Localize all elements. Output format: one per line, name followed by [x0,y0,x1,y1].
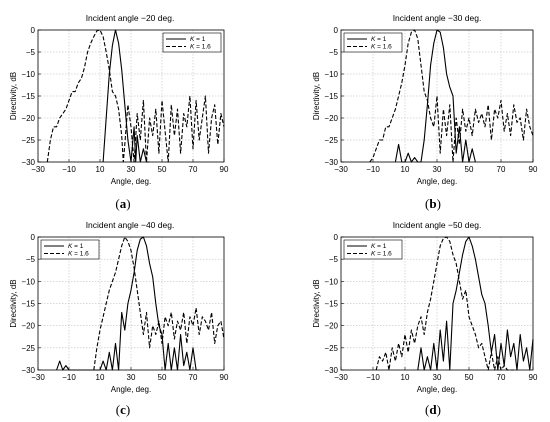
y-axis-label: Directivity, dB [312,72,321,120]
x-tick-label: −10 [62,373,76,382]
x-tick-label: 70 [189,373,198,382]
y-tick-label: 0 [31,26,36,35]
series-line-k-1-6 [93,236,225,371]
caption-c: (c) [115,402,131,417]
chart-panel-b: Incident angle −30 deg. −30 −10 10 30 50 70 90 0… [300,0,550,195]
x-tick-label: 50 [465,165,474,174]
y-tick-label: −5 [26,255,36,264]
legend: K = 1K = 1.6 [343,32,403,53]
y-tick-label: −10 [324,277,338,286]
chart-title: Incident angle −20 deg. [86,13,175,23]
legend-box [343,239,403,260]
y-tick-label: −15 [21,300,35,309]
y-tick-label: 0 [334,26,339,35]
caption-d: (d) [425,402,441,417]
y-tick-label: −25 [324,344,338,353]
chart-title: Incident angle −40 deg. [86,220,175,230]
x-tick-label: −10 [62,165,76,174]
legend: K = 1K = 1.6 [343,239,403,260]
x-tick-label: 90 [529,165,538,174]
legend-box [40,239,100,260]
y-axis-label: Directivity, dB [9,72,18,120]
x-tick-label: −30 [334,165,348,174]
y-tick-label: −20 [324,114,338,123]
y-tick-label: −5 [26,48,36,57]
x-axis-label: Angle, deg. [111,385,151,394]
y-tick-label: −30 [324,158,338,167]
y-tick-label: −5 [329,255,339,264]
x-tick-label: 90 [220,373,229,382]
series-line-k-1 [394,29,476,163]
y-axis-label: Directivity, dB [312,279,321,327]
y-tick-label: −10 [324,70,338,79]
y-tick-label: −25 [21,136,35,145]
y-tick-label: −25 [21,344,35,353]
x-tick-label: 10 [96,165,105,174]
x-tick-label: −30 [334,373,348,382]
legend: K = 1K = 1.6 [40,239,100,260]
y-tick-label: −15 [21,92,35,101]
x-tick-label: 50 [465,373,474,382]
y-tick-label: −5 [329,48,339,57]
y-tick-label: −30 [21,366,35,375]
series-line-k-1-6 [375,236,514,371]
y-tick-label: 0 [31,233,36,242]
chart-title: Incident angle −50 deg. [393,220,482,230]
chart-panel-d: Incident angle −50 deg. −30 −10 10 30 50 70 90 0… [300,212,550,407]
series-line-k-1 [102,29,150,163]
y-tick-label: −20 [324,322,338,331]
x-tick-label: 10 [96,373,105,382]
x-tick-label: 10 [401,165,410,174]
y-tick-label: −10 [21,277,35,286]
x-tick-label: 30 [127,373,136,382]
x-tick-label: 90 [529,373,538,382]
x-axis-label: Angle, deg. [417,177,457,186]
y-axis-label: Directivity, dB [9,279,18,327]
caption-b: (b) [425,196,441,211]
y-tick-label: −15 [324,300,338,309]
x-tick-label: 70 [497,165,506,174]
x-tick-label: 30 [433,373,442,382]
legend-label: K = 1.6 [371,251,392,258]
y-tick-label: −20 [21,114,35,123]
x-tick-label: −10 [366,165,380,174]
y-tick-label: −25 [324,136,338,145]
chart-panel-a: Incident angle −20 deg. −30 −10 10 30 50 70 90 0… [0,0,275,195]
legend-label: K = 1 [371,243,387,250]
x-tick-label: 70 [497,373,506,382]
series-line-k-1-6 [369,29,534,163]
x-tick-label: 50 [158,373,167,382]
x-tick-label: 70 [189,165,198,174]
x-axis-label: Angle, deg. [111,177,151,186]
y-tick-label: −20 [21,322,35,331]
x-tick-label: 10 [401,373,410,382]
legend-label: K = 1 [68,243,84,250]
legend-label: K = 1.6 [68,251,89,258]
x-tick-label: 50 [158,165,167,174]
y-tick-label: 0 [334,233,339,242]
legend-box [162,32,222,53]
x-tick-label: −10 [366,373,380,382]
y-tick-label: −15 [324,92,338,101]
series-line-k-1 [56,236,200,371]
legend: K = 1K = 1.6 [162,32,222,53]
x-tick-label: −30 [31,165,45,174]
chart-title: Incident angle −30 deg. [393,13,482,23]
legend-label: K = 1 [190,36,206,43]
legend-label: K = 1 [371,36,387,43]
y-tick-label: −10 [21,70,35,79]
x-tick-label: 90 [220,165,229,174]
caption-a: (a) [115,196,131,211]
x-tick-label: 30 [127,165,136,174]
legend-label: K = 1.6 [190,44,211,51]
y-tick-label: −30 [21,158,35,167]
legend-box [343,32,403,53]
x-tick-label: 30 [433,165,442,174]
y-tick-label: −30 [324,366,338,375]
x-axis-label: Angle, deg. [417,385,457,394]
x-tick-label: −30 [31,373,45,382]
legend-label: K = 1.6 [371,44,392,51]
chart-panel-c: Incident angle −40 deg. −30 −10 10 30 50 70 90 0… [0,212,275,407]
